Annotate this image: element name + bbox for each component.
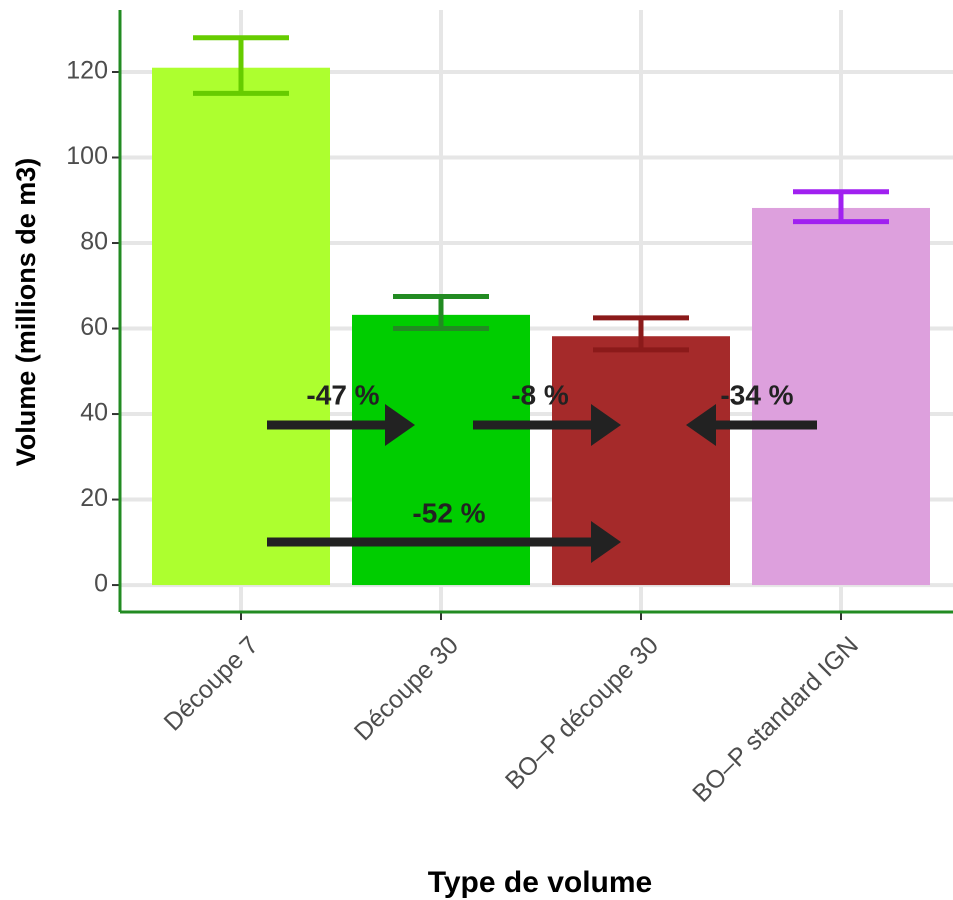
error-bar bbox=[193, 35, 289, 96]
y-tick-label: 80 bbox=[80, 228, 108, 256]
error-bar bbox=[793, 189, 889, 225]
error-bar bbox=[393, 293, 489, 332]
bar bbox=[552, 336, 730, 586]
y-axis-title: Volume (millions de m3) bbox=[11, 158, 41, 467]
arrow-head bbox=[591, 521, 621, 563]
annotation: -52 % bbox=[412, 497, 485, 528]
annotation: -47 % bbox=[306, 379, 379, 410]
bar bbox=[752, 207, 930, 586]
error-bar bbox=[593, 315, 689, 353]
arrow-head bbox=[686, 404, 716, 446]
annotation: -8 % bbox=[511, 379, 569, 410]
y-tick-label: 40 bbox=[80, 399, 108, 427]
arrow-head bbox=[591, 404, 621, 446]
x-axis-title: Type de volume bbox=[428, 866, 653, 899]
arrow-head bbox=[385, 404, 415, 446]
y-tick-label: 0 bbox=[94, 570, 108, 598]
bar bbox=[152, 67, 330, 586]
annotation: -34 % bbox=[720, 379, 793, 410]
y-tick-label: 120 bbox=[66, 57, 108, 85]
x-tick-label: Découpe 30 bbox=[349, 631, 464, 746]
x-tick-label: BO–P standard IGN bbox=[687, 631, 864, 808]
y-tick-label: 60 bbox=[80, 313, 108, 341]
x-tick-label: Découpe 7 bbox=[159, 631, 264, 736]
y-tick-label: 100 bbox=[66, 142, 108, 170]
x-tick-label: BO–P découpe 30 bbox=[500, 631, 664, 795]
y-tick-label: 20 bbox=[80, 484, 108, 512]
